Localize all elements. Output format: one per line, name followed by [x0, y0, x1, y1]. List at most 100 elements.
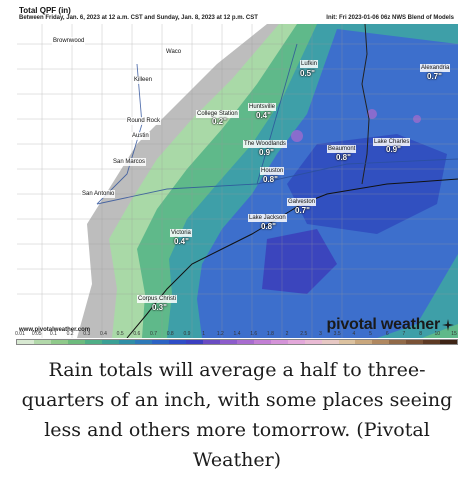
legend-swatch	[236, 340, 254, 344]
legend-tick-label: 0.01	[15, 331, 25, 337]
legend-swatch	[33, 340, 51, 344]
dark-blue-patch	[287, 134, 447, 234]
legend-swatch	[67, 340, 85, 344]
legend-tick-label: 0.1	[49, 331, 57, 337]
legend-tick-label: 0.6	[133, 331, 141, 337]
state-border	[361, 24, 370, 185]
qpf-value-label: 0.9"	[259, 148, 274, 157]
legend-tick-label: 0.8	[166, 331, 174, 337]
legend-tick-label: 0.5	[116, 331, 124, 337]
qpf-value-label: 0.4"	[256, 111, 271, 120]
legend-swatch	[406, 340, 424, 344]
legend-tick-label: 0.05	[31, 331, 42, 337]
qpf-value-label: 0.4"	[174, 237, 189, 246]
purple-spot	[291, 130, 303, 142]
legend-tick-label: 15	[451, 331, 457, 337]
purple-spot	[367, 109, 377, 119]
legend-swatch	[203, 340, 221, 344]
city-label: Victoria	[170, 229, 192, 237]
legend-swatch	[423, 340, 441, 344]
legend-swatch	[270, 340, 288, 344]
legend-tick-label: 0.4	[99, 331, 107, 337]
legend-tick-label: 0.2	[66, 331, 74, 337]
legend-swatch	[84, 340, 102, 344]
precip-map-graphic	[17, 24, 458, 338]
legend-tick-label: 3.5	[333, 331, 341, 337]
legend-tick-label: 10	[434, 331, 441, 337]
legend-swatch	[389, 340, 407, 344]
highways	[96, 43, 458, 205]
qpf-value-label: 0.8"	[336, 153, 351, 162]
city-label: Austin	[131, 132, 150, 140]
city-label: Waco	[165, 48, 183, 56]
legend-tick-label: 1.4	[233, 331, 241, 337]
city-label: Beaumont	[327, 145, 357, 153]
city-label: Huntsville	[248, 103, 277, 111]
legend-swatch	[338, 340, 356, 344]
legend-tick-label: 4	[352, 331, 356, 337]
city-label: San Marcos	[112, 158, 147, 166]
qpf-value-label: 0.8"	[263, 175, 278, 184]
legend-tick-label: 5	[369, 331, 372, 337]
legend-tick-label: 2	[285, 331, 289, 337]
brand-logo: pivotal weather	[327, 316, 454, 334]
legend-swatch	[152, 340, 170, 344]
legend-tick-label: 2.5	[300, 331, 308, 337]
legend-ticks: 0.01 0.05 0.1 0.2 0.3 0.4 0.5 0.6 0.7 0.8 0.9 1 1.2 1…	[15, 331, 458, 339]
qpf-value-label: 0.7"	[427, 72, 442, 81]
legend-swatch	[372, 340, 390, 344]
legend-swatch	[220, 340, 237, 344]
qpf-value-label: 0.7"	[295, 206, 310, 215]
legend-tick-label: 1.2	[216, 331, 224, 337]
map-title: Total QPF (in)	[19, 6, 71, 15]
legend-tick-label: 8	[419, 331, 422, 337]
legend-swatch	[253, 340, 271, 344]
source-url: www.pivotalweather.com	[19, 327, 91, 333]
city-label: Houston	[260, 167, 285, 175]
city-label: College Station	[196, 110, 239, 118]
legend-swatch	[440, 340, 457, 344]
city-label: Lake Jackson	[248, 214, 287, 222]
legend-tick-label: 3	[319, 331, 322, 337]
legend-tick-label: 7	[402, 331, 406, 337]
legend-swatch	[321, 340, 339, 344]
legend-swatch	[355, 340, 373, 344]
map-valid-range: Between Friday, Jan. 6, 2023 at 12 a.m. …	[19, 15, 258, 21]
legend-swatch	[50, 340, 68, 344]
qpf-value-label: 0.3"	[152, 303, 167, 312]
legend-tick-label: 1.8	[266, 331, 274, 337]
legend-swatch	[135, 340, 153, 344]
dark-blue-patch-2	[262, 229, 337, 294]
legend-tick-label: 0.7	[150, 331, 158, 337]
city-label: Corpus Christi	[137, 295, 178, 303]
legend-tick-label: 0.3	[83, 331, 91, 337]
sparkle-icon	[442, 319, 454, 331]
legend-colorbar	[16, 339, 458, 345]
city-label: Brownwood	[52, 37, 86, 45]
legend-swatch	[186, 340, 204, 344]
legend-swatch	[101, 340, 119, 344]
city-label: Round Rock	[126, 117, 162, 125]
legend-swatch	[17, 340, 34, 344]
legend-tick-label: 1	[202, 331, 205, 337]
qpf-value-label: 0.8"	[261, 222, 276, 231]
qpf-value-label: 0.2"	[212, 117, 227, 126]
city-label: The Woodlands	[243, 140, 287, 148]
city-label: San Antonio	[81, 190, 116, 198]
legend-swatch	[287, 340, 305, 344]
qpf-map: Total QPF (in) Between Friday, Jan. 6, 2…	[17, 6, 458, 343]
city-label: Alexandria	[420, 64, 451, 72]
qpf-value-label: 0.5"	[300, 69, 315, 78]
city-label: Galveston	[287, 198, 317, 206]
city-label: Lake Charles	[373, 138, 411, 146]
image-caption: Rain totals will average a half to three…	[21, 359, 453, 471]
legend-tick-label: 6	[385, 331, 389, 337]
legend-swatch	[169, 340, 187, 344]
legend-tick-label: 1.6	[250, 331, 258, 337]
map-init-time: Init: Fri 2023-01-06 06z NWS Blend of Mo…	[326, 15, 454, 21]
qpf-value-label: 0.9"	[386, 145, 401, 154]
legend-swatch	[304, 340, 322, 344]
city-label: Killeen	[133, 76, 154, 84]
legend-tick-label: 0.9	[183, 331, 191, 337]
legend-swatch	[118, 340, 136, 344]
